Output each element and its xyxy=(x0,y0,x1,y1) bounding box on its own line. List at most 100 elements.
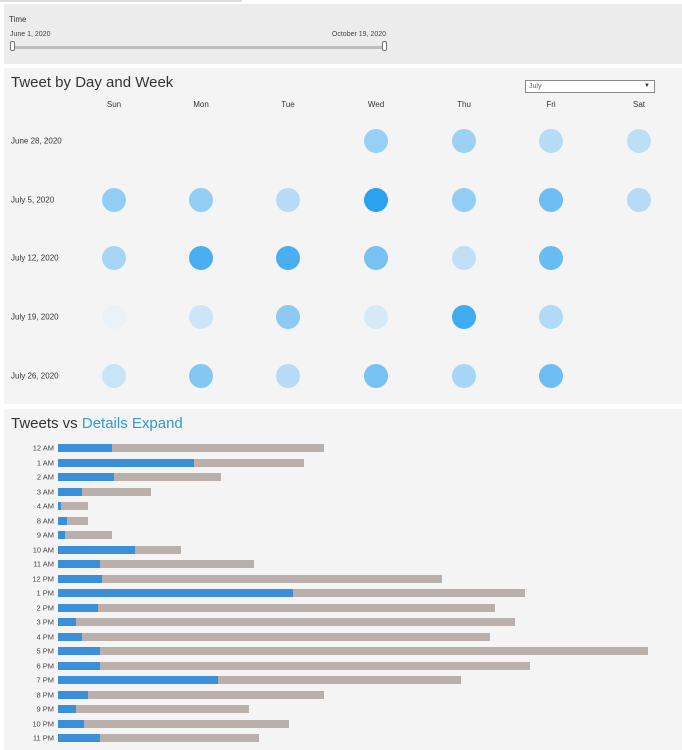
details-expand-bar[interactable] xyxy=(58,705,76,713)
tweets-bar[interactable] xyxy=(58,516,88,525)
heatmap-dot[interactable] xyxy=(189,364,213,388)
bar-chart-title: Tweets vs Details Expand xyxy=(11,415,183,432)
details-expand-bar[interactable] xyxy=(58,473,114,481)
details-expand-bar[interactable] xyxy=(58,560,100,568)
heatmap-dot[interactable] xyxy=(364,188,388,212)
heatmap-dot[interactable] xyxy=(189,246,213,270)
details-expand-bar[interactable] xyxy=(58,676,218,684)
details-expand-bar[interactable] xyxy=(58,545,135,554)
details-expand-link[interactable]: Details Expand xyxy=(81,415,183,432)
tweets-bar[interactable] xyxy=(58,705,249,713)
heatmap-dot[interactable] xyxy=(452,246,476,270)
heatmap-dot[interactable] xyxy=(102,188,126,212)
time-slider-track[interactable] xyxy=(12,46,386,49)
details-expand-bar[interactable] xyxy=(58,444,112,452)
tweets-bar[interactable] xyxy=(58,603,495,612)
bar-chart-title-prefix: Tweets vs xyxy=(11,415,78,432)
time-slider-end-handle[interactable] xyxy=(382,41,387,51)
week-label: July 5, 2020 xyxy=(11,195,55,205)
day-label-wed: Wed xyxy=(367,100,385,109)
details-expand-bar[interactable] xyxy=(58,632,82,641)
heatmap-dot[interactable] xyxy=(539,188,563,212)
tweets-bar[interactable] xyxy=(58,618,515,626)
tweets-bar[interactable] xyxy=(58,444,324,452)
tweets-bar[interactable] xyxy=(58,473,221,481)
day-label-sat: Sat xyxy=(632,100,646,109)
hour-label: 9 PM xyxy=(36,704,54,714)
time-filter-label: Time xyxy=(9,15,27,24)
heatmap-dot[interactable] xyxy=(627,129,651,153)
tweets-bar[interactable] xyxy=(58,574,442,583)
heatmap-dot[interactable] xyxy=(452,129,476,153)
tweets-bar[interactable] xyxy=(58,560,254,568)
details-expand-bar[interactable] xyxy=(58,719,84,728)
hour-label: 1 PM xyxy=(36,588,54,598)
tweets-bar[interactable] xyxy=(58,531,112,539)
time-slider-start-handle[interactable] xyxy=(10,41,15,51)
heatmap-dot[interactable] xyxy=(276,305,300,329)
tweets-bar[interactable] xyxy=(58,719,289,728)
heatmap-dot[interactable] xyxy=(452,188,476,212)
time-range-end: October 19, 2020 xyxy=(331,31,386,38)
tweets-bar[interactable] xyxy=(58,502,88,510)
details-expand-bar[interactable] xyxy=(58,661,100,670)
heatmap-dot[interactable] xyxy=(102,364,126,388)
hourly-bar-panel: Tweets vs Details Expand 12 AM 1 AM 2 AM 3 … xyxy=(4,409,682,750)
hour-label: 2 PM xyxy=(36,603,54,612)
hour-label: 12 AM xyxy=(32,443,54,453)
details-expand-bar[interactable] xyxy=(58,458,194,467)
heatmap-dot[interactable] xyxy=(364,364,388,388)
chevron-down-icon: ▼ xyxy=(644,83,650,89)
heatmap-dot[interactable] xyxy=(276,188,300,212)
hour-label: 9 AM xyxy=(36,530,54,540)
month-dropdown[interactable]: July ▼ xyxy=(525,80,655,93)
hour-label: 10 PM xyxy=(32,719,54,728)
details-expand-bar[interactable] xyxy=(58,487,82,496)
details-expand-bar[interactable] xyxy=(58,690,88,699)
heatmap-dot[interactable] xyxy=(102,246,126,270)
month-dropdown-value: July xyxy=(529,83,542,90)
heatmap-dot[interactable] xyxy=(276,364,300,388)
heatmap-dot[interactable] xyxy=(364,246,388,270)
tweets-bar[interactable] xyxy=(58,661,530,670)
tweets-bar[interactable] xyxy=(58,632,490,641)
hour-label: 5 PM xyxy=(36,646,54,656)
tweets-bar[interactable] xyxy=(58,487,151,496)
hour-label: 6 PM xyxy=(36,661,54,670)
heatmap-dot[interactable] xyxy=(539,246,563,270)
details-expand-bar[interactable] xyxy=(58,618,76,626)
heatmap-dot[interactable] xyxy=(539,129,563,153)
tweets-bar[interactable] xyxy=(58,734,259,742)
tweets-bar[interactable] xyxy=(58,676,461,684)
heatmap-dot[interactable] xyxy=(452,364,476,388)
details-expand-bar[interactable] xyxy=(58,589,293,597)
tweets-bar[interactable] xyxy=(58,647,648,655)
top-divider xyxy=(0,0,242,2)
heatmap-dot[interactable] xyxy=(189,305,213,329)
details-expand-bar[interactable] xyxy=(58,603,98,612)
details-expand-bar[interactable] xyxy=(58,516,67,525)
hour-label: 3 AM xyxy=(36,487,54,496)
heatmap-dot[interactable] xyxy=(276,246,300,270)
day-label-sun: Sun xyxy=(106,100,122,109)
calendar-panel: Tweet by Day and Week July ▼ Sun Mon Tue We… xyxy=(4,68,682,404)
heatmap-dot[interactable] xyxy=(189,188,213,212)
details-expand-bar[interactable] xyxy=(58,531,65,539)
details-expand-bar[interactable] xyxy=(58,734,100,742)
day-label-mon: Mon xyxy=(193,100,209,109)
hour-label: 12 PM xyxy=(32,574,54,583)
details-expand-bar[interactable] xyxy=(58,647,100,655)
heatmap-dot[interactable] xyxy=(539,364,563,388)
heatmap-dot[interactable] xyxy=(539,305,563,329)
heatmap-dot[interactable] xyxy=(452,305,476,329)
hour-label: 11 PM xyxy=(32,733,54,743)
heatmap-dot[interactable] xyxy=(627,188,651,212)
hour-label: 11 AM xyxy=(33,559,54,569)
heatmap-dot[interactable] xyxy=(364,305,388,329)
details-expand-bar[interactable] xyxy=(58,502,61,510)
tweets-bar[interactable] xyxy=(58,690,324,699)
details-expand-bar[interactable] xyxy=(58,574,102,583)
heatmap-dot[interactable] xyxy=(364,129,388,153)
heatmap-dot[interactable] xyxy=(102,305,126,329)
hour-label: 10 AM xyxy=(32,545,54,554)
